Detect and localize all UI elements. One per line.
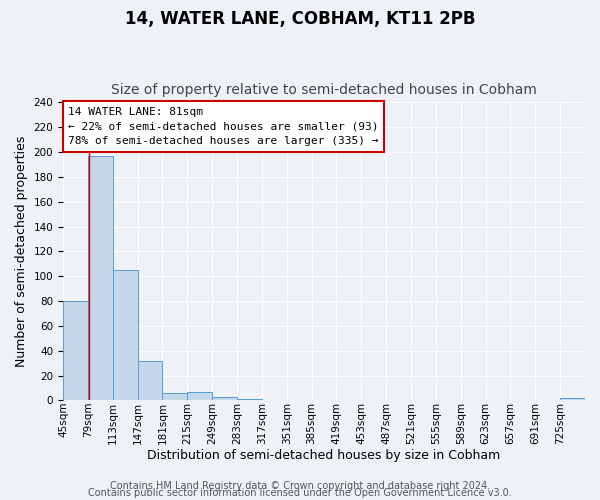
Bar [63, 301, 88, 400]
Bar [163, 393, 187, 400]
Y-axis label: Number of semi-detached properties: Number of semi-detached properties [15, 136, 28, 367]
Bar [237, 399, 262, 400]
Text: Contains HM Land Registry data © Crown copyright and database right 2024.: Contains HM Land Registry data © Crown c… [110, 481, 490, 491]
Bar [88, 156, 113, 400]
Text: 14, WATER LANE, COBHAM, KT11 2PB: 14, WATER LANE, COBHAM, KT11 2PB [125, 10, 475, 28]
Bar [187, 392, 212, 400]
Bar [113, 270, 137, 400]
Bar [137, 360, 163, 401]
Bar [212, 396, 237, 400]
Title: Size of property relative to semi-detached houses in Cobham: Size of property relative to semi-detach… [111, 83, 537, 97]
Bar [560, 398, 585, 400]
Text: Contains public sector information licensed under the Open Government Licence v3: Contains public sector information licen… [88, 488, 512, 498]
X-axis label: Distribution of semi-detached houses by size in Cobham: Distribution of semi-detached houses by … [148, 450, 500, 462]
Text: 14 WATER LANE: 81sqm
← 22% of semi-detached houses are smaller (93)
78% of semi-: 14 WATER LANE: 81sqm ← 22% of semi-detac… [68, 107, 379, 146]
